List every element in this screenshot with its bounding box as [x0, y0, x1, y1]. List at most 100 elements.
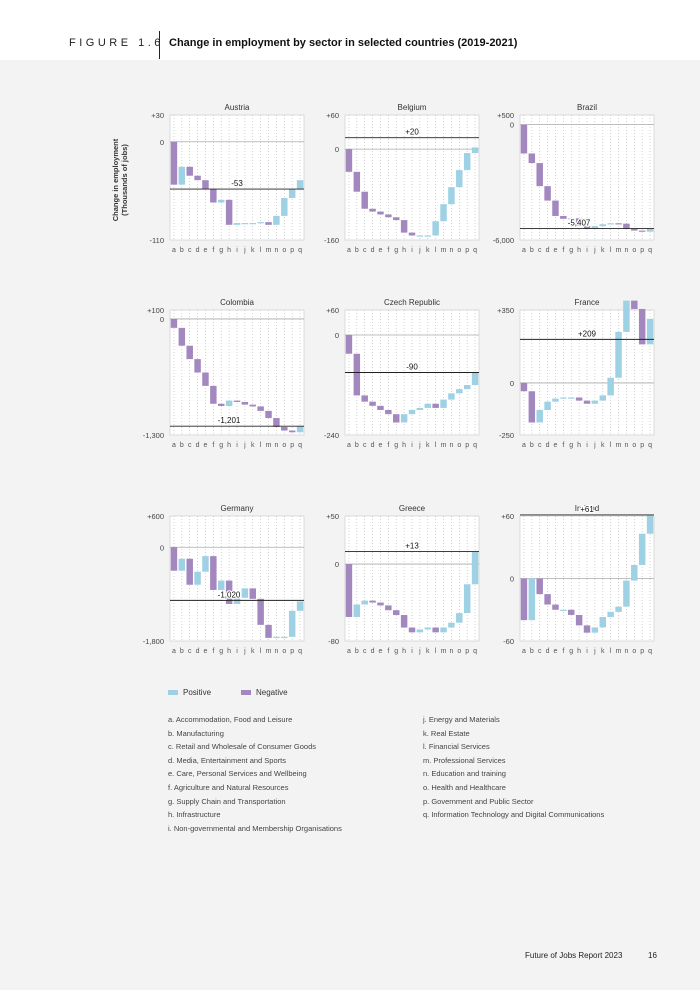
sector-item: c. Retail and Wholesale of Consumer Good… — [168, 742, 316, 752]
waterfall-bar — [568, 218, 575, 220]
x-tick-label: d — [371, 648, 375, 655]
waterfall-bar — [233, 400, 241, 402]
x-tick-label: b — [180, 648, 184, 655]
x-tick-label: e — [379, 648, 383, 655]
x-tick-label: m — [266, 648, 272, 655]
x-tick-label: l — [260, 648, 262, 655]
x-tick-label: n — [449, 442, 453, 449]
x-tick-label: f — [387, 648, 389, 655]
waterfall-bar — [345, 564, 353, 617]
x-tick-label: p — [465, 247, 469, 254]
x-tick-label: a — [347, 247, 351, 254]
waterfall-bar — [210, 556, 217, 590]
waterfall-bar — [448, 187, 455, 205]
y-tick-label: -1,300 — [143, 431, 164, 440]
waterfall-bar — [194, 571, 201, 585]
waterfall-bar — [170, 318, 178, 328]
waterfall-bar — [393, 217, 400, 221]
sector-item: q. Information Technology and Digital Co… — [423, 810, 605, 820]
waterfall-bar — [218, 199, 225, 203]
x-tick-label: g — [569, 648, 573, 655]
chart-panel — [169, 309, 305, 436]
waterfall-bar — [575, 614, 583, 626]
waterfall-bar — [646, 228, 654, 232]
x-tick-label: j — [593, 648, 596, 655]
x-tick-label: f — [387, 247, 389, 254]
waterfall-bar — [170, 547, 178, 571]
x-tick-label: j — [243, 648, 246, 655]
waterfall-bar — [638, 533, 646, 565]
y-tick-label: -80 — [328, 637, 339, 646]
net-total-label: -1,201 — [218, 416, 241, 425]
x-tick-label: g — [219, 247, 223, 254]
x-tick-label: e — [554, 648, 558, 655]
waterfall-bar — [424, 403, 431, 408]
chart-title: Greece — [399, 504, 426, 513]
x-tick-label: o — [282, 442, 286, 449]
waterfall-bar — [552, 200, 559, 216]
waterfall-bar — [432, 221, 439, 236]
sector-item: f. Agriculture and Natural Resources — [168, 782, 289, 792]
y-tick-label: +100 — [147, 306, 164, 315]
waterfall-bar — [353, 171, 361, 192]
waterfall-bar — [178, 327, 186, 346]
x-tick-label: o — [457, 442, 461, 449]
x-tick-label: q — [298, 442, 302, 449]
x-tick-label: f — [212, 648, 214, 655]
waterfall-bar — [241, 223, 249, 225]
waterfall-bar — [202, 556, 209, 572]
x-tick-label: a — [522, 442, 526, 449]
waterfall-bar — [273, 418, 280, 427]
sector-list-left: a. Accommodation, Food and Leisure b. Ma… — [168, 715, 342, 837]
waterfall-bar — [178, 166, 186, 185]
x-tick-label: h — [402, 648, 406, 655]
y-tick-label: -60 — [503, 637, 514, 646]
sector-item: k. Real Estate — [423, 728, 470, 738]
sector-item: g. Supply Chain and Transportation — [168, 796, 286, 806]
x-tick-label: p — [290, 442, 294, 449]
waterfall-bar — [408, 627, 416, 633]
chart-title: Germany — [221, 504, 254, 513]
waterfall-bar — [288, 610, 296, 637]
x-tick-label: f — [212, 442, 214, 449]
waterfall-bar — [273, 215, 280, 225]
y-tick-label: 0 — [335, 145, 339, 154]
waterfall-bar — [615, 331, 622, 378]
x-tick-label: l — [610, 247, 612, 254]
x-tick-label: i — [586, 648, 588, 655]
waterfall-bar — [400, 220, 408, 233]
waterfall-bar — [560, 215, 567, 219]
x-tick-label: a — [522, 247, 526, 254]
figure-title: Change in employment by sector in select… — [169, 37, 518, 49]
waterfall-bar — [599, 617, 606, 628]
waterfall-bar — [416, 407, 424, 410]
waterfall-bar — [583, 625, 591, 633]
waterfall-bar — [448, 393, 455, 400]
waterfall-bar — [536, 163, 543, 187]
positive-swatch — [168, 690, 178, 695]
waterfall-bar — [265, 624, 272, 638]
chart-title: France — [575, 298, 600, 307]
waterfall-bar — [456, 389, 463, 394]
x-tick-label: j — [418, 247, 421, 254]
x-tick-label: c — [188, 648, 192, 655]
x-tick-label: e — [379, 247, 383, 254]
waterfall-bar — [528, 153, 536, 164]
x-tick-label: a — [172, 442, 176, 449]
x-tick-label: a — [347, 442, 351, 449]
figure-label: FIGURE 1.6 — [69, 37, 164, 49]
waterfall-bar — [408, 232, 416, 236]
x-tick-label: k — [251, 247, 255, 254]
x-tick-label: d — [546, 648, 550, 655]
x-tick-label: c — [538, 648, 542, 655]
x-tick-label: a — [347, 648, 351, 655]
chart-title: Austria — [225, 103, 250, 112]
waterfall-bar — [400, 414, 408, 423]
waterfall-bar — [591, 400, 599, 404]
waterfall-bar — [296, 601, 304, 611]
x-tick-label: e — [204, 442, 208, 449]
x-tick-label: c — [363, 648, 367, 655]
sector-item: b. Manufacturing — [168, 728, 224, 738]
x-tick-label: m — [616, 442, 622, 449]
y-tick-label: -250 — [499, 431, 514, 440]
